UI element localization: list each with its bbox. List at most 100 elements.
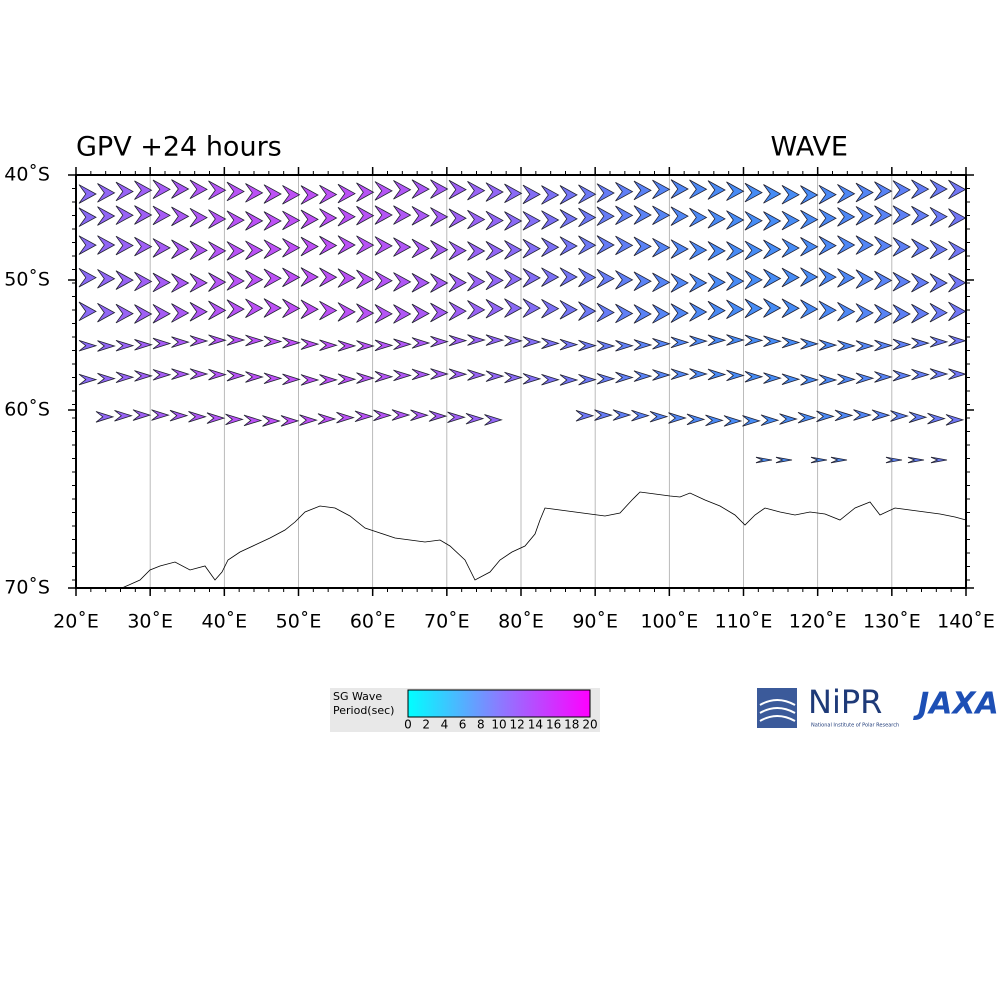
wave-arrow bbox=[818, 208, 837, 228]
wave-arrow bbox=[929, 336, 949, 348]
wave-arrow bbox=[391, 409, 411, 421]
wave-arrow bbox=[633, 236, 652, 257]
wave-arrow bbox=[633, 370, 653, 382]
wave-arrow bbox=[152, 238, 171, 258]
wave-arrow bbox=[208, 180, 227, 200]
wave-arrow bbox=[485, 210, 504, 231]
wave-arrow bbox=[874, 304, 893, 324]
wave-arrow bbox=[818, 267, 837, 287]
wave-arrow bbox=[299, 414, 318, 426]
wave-arrow bbox=[374, 304, 393, 324]
wave-arrow bbox=[855, 340, 875, 352]
wave-arrow bbox=[948, 368, 967, 380]
wave-arrow bbox=[448, 179, 467, 200]
wave-arrow bbox=[226, 210, 245, 230]
wave-arrow bbox=[892, 369, 912, 382]
wave-arrow bbox=[337, 302, 356, 322]
wave-arrow bbox=[356, 269, 375, 290]
lon-label: 30˚E bbox=[127, 611, 173, 633]
lon-label: 90˚E bbox=[572, 611, 618, 633]
wave-arrow bbox=[615, 205, 634, 226]
wave-arrow bbox=[744, 334, 764, 347]
wave-arrow bbox=[97, 269, 116, 289]
wave-arrow bbox=[282, 238, 301, 258]
wave-arrow bbox=[892, 272, 911, 292]
wave-arrow bbox=[115, 235, 134, 256]
wave-arrow bbox=[411, 303, 430, 324]
wave-arrow bbox=[652, 205, 671, 226]
wave-arrow bbox=[559, 300, 578, 320]
wave-arrow bbox=[97, 206, 116, 226]
lon-label: 20˚E bbox=[53, 611, 99, 633]
colorbar-label: 4 bbox=[441, 718, 449, 732]
wave-arrow bbox=[188, 411, 207, 423]
colorbar-label: 12 bbox=[510, 718, 525, 732]
wave-arrow bbox=[171, 303, 190, 323]
wave-arrow bbox=[504, 335, 523, 347]
wave-arrow bbox=[152, 272, 171, 293]
wave-arrow bbox=[781, 336, 801, 349]
wave-arrow bbox=[411, 238, 430, 259]
wave-arrow bbox=[726, 369, 745, 382]
wave-arrow bbox=[800, 185, 819, 205]
wave-arrow bbox=[115, 371, 135, 384]
wave-arrow bbox=[319, 208, 338, 228]
wave-arrow bbox=[578, 373, 597, 386]
wave-arrow bbox=[467, 241, 486, 261]
wave-arrow bbox=[115, 339, 135, 352]
nipr-logo: NiPR National Institute of Polar Researc… bbox=[757, 683, 899, 729]
wave-arrow bbox=[152, 205, 171, 226]
wave-arrow bbox=[522, 336, 542, 348]
wave-arrow bbox=[837, 268, 856, 288]
wave-arrow bbox=[945, 414, 965, 426]
colorbar-label: 18 bbox=[564, 718, 579, 732]
wave-arrow bbox=[615, 371, 634, 384]
wave-arrow bbox=[448, 208, 467, 228]
wave-arrows bbox=[78, 179, 967, 464]
wave-arrow bbox=[226, 369, 246, 382]
wave-arrow bbox=[356, 205, 375, 226]
wave-arrow bbox=[596, 183, 615, 203]
wave-arrow bbox=[818, 235, 837, 256]
wave-arrow bbox=[504, 269, 523, 289]
wave-arrow bbox=[171, 179, 190, 199]
wave-arrow bbox=[263, 239, 282, 259]
wave-arrow bbox=[226, 241, 245, 261]
wave-arrow bbox=[885, 456, 903, 464]
wave-arrow bbox=[300, 236, 319, 257]
wave-arrow bbox=[596, 235, 615, 255]
wave-arrow bbox=[855, 206, 874, 226]
wave-arrow bbox=[373, 409, 392, 422]
wave-arrow bbox=[504, 240, 523, 260]
wave-arrow bbox=[818, 374, 838, 386]
wave-arrow bbox=[755, 456, 773, 464]
wave-arrow bbox=[818, 339, 838, 351]
wave-arrow bbox=[670, 179, 689, 199]
jaxa-logo: JAXA bbox=[913, 687, 999, 722]
wave-arrow bbox=[356, 340, 375, 352]
wave-arrow bbox=[467, 271, 486, 292]
wave-arrow bbox=[467, 369, 486, 381]
wave-arrow bbox=[689, 335, 708, 347]
wave-arrow bbox=[689, 207, 708, 228]
wave-arrow bbox=[541, 298, 560, 319]
wave-arrow bbox=[411, 273, 430, 293]
wave-arrow bbox=[317, 413, 337, 425]
wave-arrow bbox=[465, 412, 485, 425]
wave-arrow bbox=[541, 337, 560, 350]
lon-label: 80˚E bbox=[498, 611, 544, 633]
lon-label: 60˚E bbox=[350, 611, 396, 633]
wave-arrow bbox=[930, 456, 948, 464]
wave-arrow bbox=[522, 268, 541, 288]
wave-arrow bbox=[760, 414, 780, 426]
wave-arrow bbox=[78, 267, 97, 288]
wave-arrow bbox=[226, 181, 245, 202]
wave-arrow bbox=[78, 184, 97, 204]
wave-arrow bbox=[707, 272, 726, 292]
wave-arrow bbox=[189, 240, 208, 261]
wave-arrow bbox=[837, 301, 856, 322]
wave-arrow bbox=[319, 300, 338, 321]
wave-arrow bbox=[686, 413, 706, 426]
wave-arrow bbox=[411, 337, 431, 349]
wave-arrow bbox=[541, 210, 560, 230]
